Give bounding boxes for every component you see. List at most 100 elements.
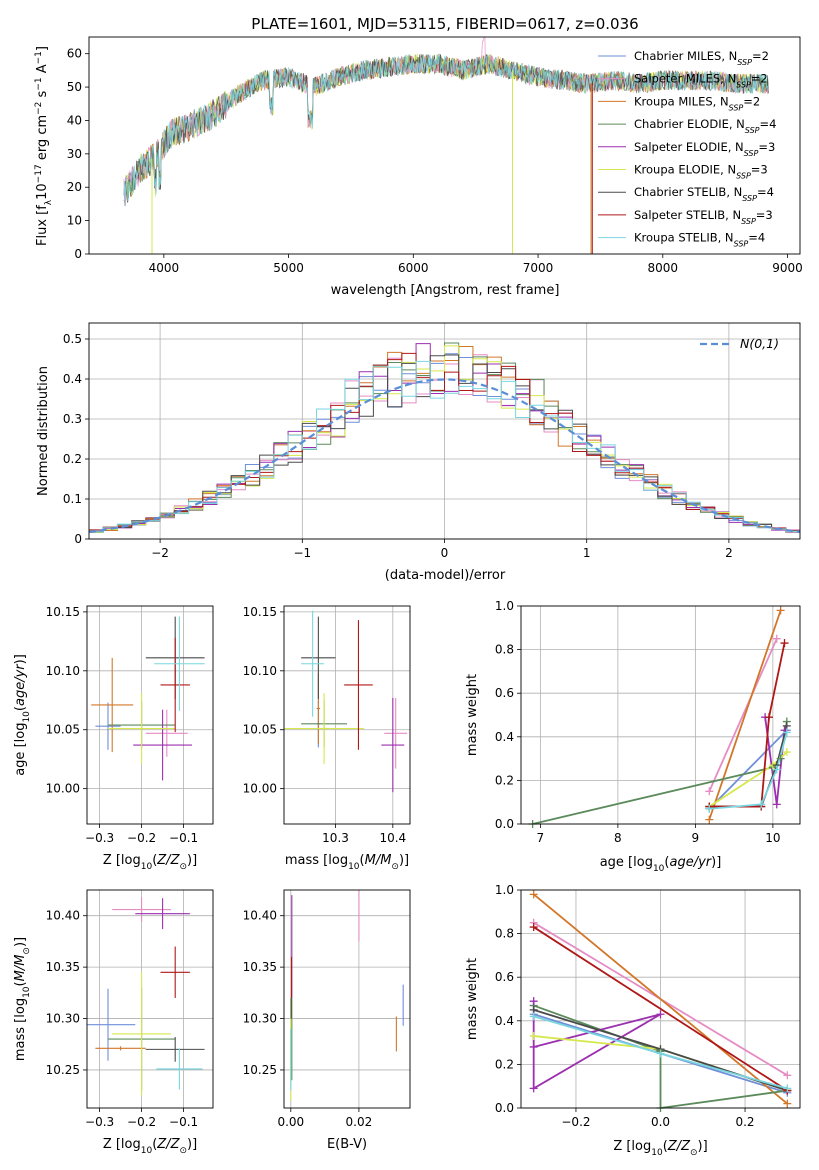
weight-marker-kroupa-miles <box>783 1099 792 1108</box>
weight-marker-kroupa-stelib <box>705 804 714 813</box>
panel-spectrum: 4000 5000 6000 7000 8000 9000 0 10 20 30 40 50 60 <box>67 36 803 275</box>
y-tick-label: 0.6 <box>495 970 514 984</box>
x-tick-label: −0.1 <box>169 831 198 845</box>
x-tick-label: 7000 <box>523 261 554 275</box>
panel-mass-vs-EBV: 0.00 0.02 10.25 10.30 10.35 10.40 <box>243 889 411 1129</box>
y-tick-label: 0.4 <box>495 1014 514 1028</box>
x-axis-label: Z [log10(Z/Z⊙)] <box>103 853 197 872</box>
x-tick-label: −0.2 <box>561 1115 590 1129</box>
axes-frame <box>88 36 801 255</box>
legend: Chabrier MILES, NSSP=2 Salpeter MILES, NS… <box>598 49 776 248</box>
weight-marker-kroupa-stelib <box>757 800 766 809</box>
x-tick-label: 8 <box>614 831 622 845</box>
weight-marker-salpeter-miles <box>783 1071 792 1080</box>
weight-marker-chabrier-elodie <box>776 754 785 763</box>
y-tick-label: 10.15 <box>243 605 277 619</box>
y-axis-label: Normed distribution <box>36 366 51 496</box>
y-tick-label: 0.2 <box>495 773 514 787</box>
x-tick-label: −0.2 <box>127 831 156 845</box>
panel-mass-vs-Z: −0.3 −0.2 −0.1 10.25 10.30 10.35 10.40 <box>46 889 214 1129</box>
x-tick-label: 10.4 <box>379 831 406 845</box>
x-axis-label: age [log10(age/yr)] <box>600 855 722 874</box>
y-tick-label: 10.25 <box>46 1063 80 1077</box>
weight-marker-salpeter-miles <box>772 634 781 643</box>
weight-line-salpeter-stelib <box>533 926 788 1092</box>
x-tick-label: 5000 <box>273 261 304 275</box>
hist-chabrier-stelib <box>89 354 800 539</box>
plot-area-age-vs-Z <box>91 616 205 781</box>
panel-weight-vs-age: 7 8 9 10 0.0 0.2 0.4 0.6 0.8 1.0 <box>495 599 801 845</box>
weight-line-chabrier-miles <box>708 729 788 810</box>
weight-marker-kroupa-stelib <box>772 765 781 774</box>
x-tick-label: −0.2 <box>127 1115 156 1129</box>
weight-marker-kroupa-miles <box>529 890 538 899</box>
y-tick-label: 10.25 <box>243 1063 277 1077</box>
x-tick-label: −0.3 <box>85 1115 114 1129</box>
y-tick-label: 10.35 <box>46 960 80 974</box>
y-tick-label: 50 <box>67 80 82 94</box>
weight-marker-salpeter-stelib <box>780 639 789 648</box>
x-tick-label: 0.0 <box>651 1115 670 1129</box>
y-tick-label: 10.30 <box>46 1012 80 1026</box>
weight-line-chabrier-elodie <box>533 1004 788 1108</box>
x-axis-label: (data-model)/error <box>385 568 506 583</box>
y-tick-label: 0.2 <box>63 452 82 466</box>
hist-kroupa-stelib <box>89 360 800 539</box>
legend-entry: N(0,1) <box>740 336 779 351</box>
weight-marker-kroupa-elodie <box>782 748 791 757</box>
y-tick-label: 0.0 <box>495 817 514 831</box>
y-tick-label: 10.15 <box>46 605 80 619</box>
weight-marker-kroupa-miles <box>705 815 714 824</box>
weight-marker-kroupa-miles <box>776 606 785 615</box>
y-tick-label: 60 <box>67 47 82 61</box>
figure-title: PLATE=1601, MJD=53115, FIBERID=0617, z=0… <box>251 15 638 33</box>
weight-marker-kroupa-stelib <box>529 1012 538 1021</box>
y-tick-label: 0.4 <box>495 730 514 744</box>
y-tick-label: 40 <box>67 113 82 127</box>
weight-line-kroupa-miles <box>708 610 782 820</box>
legend-entry: Salpeter MILES, NSSP=2 <box>634 72 768 90</box>
x-tick-label: 10.3 <box>322 831 349 845</box>
y-tick-label: 0.3 <box>63 412 82 426</box>
y-tick-label: 0.8 <box>495 643 514 657</box>
x-tick-label: 9000 <box>772 261 803 275</box>
x-axis-label: wavelength [Angstrom, rest frame] <box>331 283 560 298</box>
y-tick-label: 10.10 <box>46 664 80 678</box>
y-tick-label: 10.05 <box>46 723 80 737</box>
x-axis-label: Z [log10(Z/Z⊙)] <box>103 1137 197 1156</box>
plot-area-residuals <box>89 342 800 539</box>
weight-marker-kroupa-stelib <box>782 728 791 737</box>
weight-line-kroupa-miles <box>533 893 788 1105</box>
gaussian-curve <box>89 378 800 534</box>
y-tick-label: 0.5 <box>63 332 82 346</box>
axes-frame <box>283 605 411 825</box>
x-tick-label: 8000 <box>648 261 679 275</box>
spectrum-line-kroupa-stelib <box>123 54 769 207</box>
x-tick-label: 0 <box>441 546 449 560</box>
panel-age-vs-Z: −0.3 −0.2 −0.1 10.00 10.05 10.10 10.15 <box>46 605 214 845</box>
y-tick-label: 10 <box>67 214 82 228</box>
y-tick-label: 0.8 <box>495 927 514 941</box>
x-tick-label: 1 <box>583 546 591 560</box>
axes-frame <box>283 889 411 1109</box>
legend-entry: Chabrier MILES, NSSP=2 <box>634 49 769 67</box>
axes-frame <box>520 889 801 1109</box>
x-axis-label: E(B-V) <box>327 1137 367 1152</box>
y-tick-label: 10.30 <box>243 1012 277 1026</box>
x-tick-label: −0.1 <box>169 1115 198 1129</box>
x-tick-label: 9 <box>692 831 700 845</box>
axes-frame <box>86 605 214 825</box>
weight-marker-salpeter-elodie <box>656 1010 665 1019</box>
weight-line-kroupa-stelib <box>709 732 788 810</box>
axes-frame <box>520 605 801 825</box>
hist-salpeter-stelib <box>89 352 800 539</box>
weight-marker-kroupa-stelib <box>656 1049 665 1058</box>
y-tick-label: 0.6 <box>495 686 514 700</box>
panel-age-vs-mass: 10.3 10.4 10.00 10.05 10.10 10.15 <box>243 605 411 845</box>
legend-entry: Kroupa ELODIE, NSSP=3 <box>634 163 768 181</box>
y-tick-label: 20 <box>67 180 82 194</box>
y-tick-label: 0.2 <box>495 1057 514 1071</box>
plot-area-mass-vs-Z <box>87 897 205 1096</box>
weight-marker-salpeter-elodie <box>772 800 781 809</box>
